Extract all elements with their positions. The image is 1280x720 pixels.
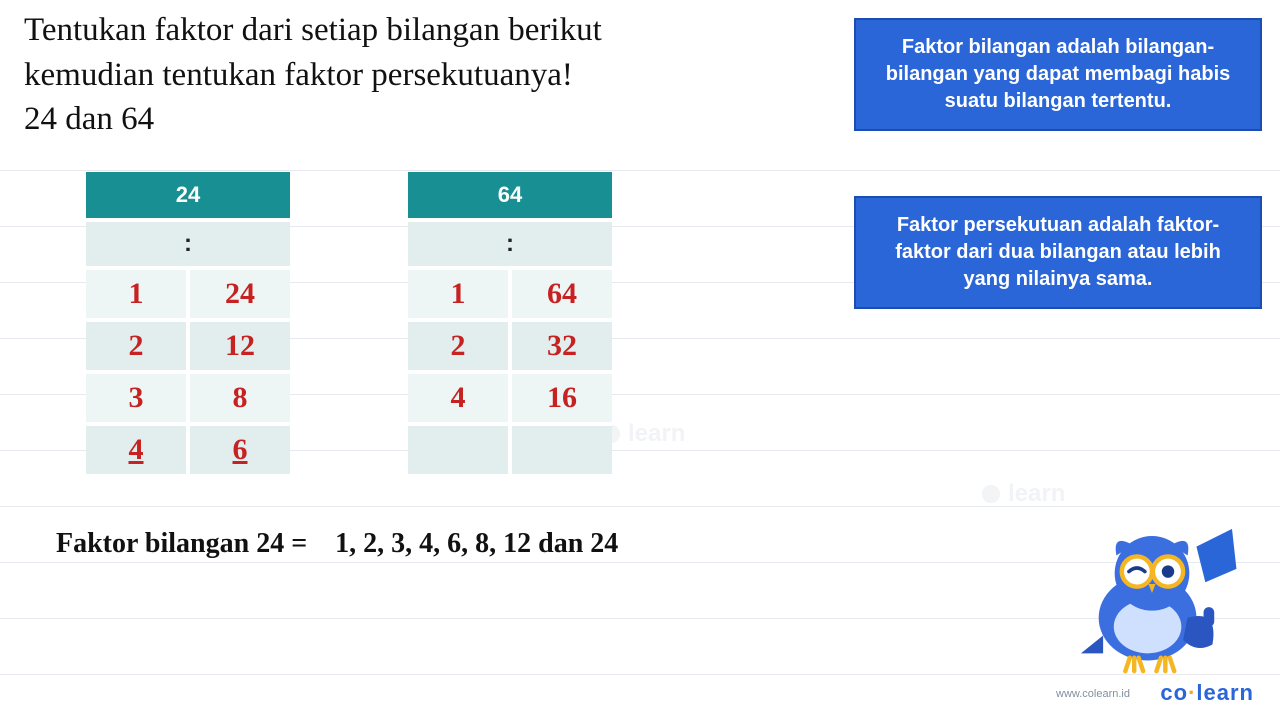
table-header: 24 <box>86 172 290 218</box>
table-row <box>408 422 612 474</box>
mascot-icon <box>1062 520 1242 680</box>
callout-common-factor-definition: Faktor persekutuan adalah faktor-faktor … <box>854 196 1262 309</box>
table-row: 2 32 <box>408 318 612 370</box>
table-row: 3 8 <box>86 370 290 422</box>
question-line1: Tentukan faktor dari setiap bilangan ber… <box>24 12 602 48</box>
brand-post: learn <box>1196 680 1254 705</box>
table-row: 4 16 <box>408 370 612 422</box>
watermark: learn <box>600 420 685 448</box>
factor-table-64: 64 : 1 64 2 32 4 16 <box>408 172 612 474</box>
brand-pre: co <box>1160 680 1188 705</box>
cell-value: 32 <box>547 329 577 363</box>
watermark: learn <box>980 480 1065 508</box>
cell-value: 24 <box>225 277 255 311</box>
cell-value: 16 <box>547 381 577 415</box>
cell-value: 2 <box>129 329 144 363</box>
cell-value: 4 <box>451 381 466 415</box>
table-row: 1 24 <box>86 266 290 318</box>
cell-value: 64 <box>547 277 577 311</box>
table-subheader: : <box>408 218 612 266</box>
cell-value: 12 <box>225 329 255 363</box>
cell-value: 1 <box>451 277 466 311</box>
callout-text: Faktor bilangan adalah bilangan-bilangan… <box>886 36 1231 112</box>
cell-value: 3 <box>129 381 144 415</box>
table-row: 4 6 <box>86 422 290 474</box>
cell-value: 4 <box>129 433 144 467</box>
cell-value: 1 <box>129 277 144 311</box>
answer-label: Faktor bilangan 24 = <box>56 528 307 559</box>
answer-line: Faktor bilangan 24 = 1, 2, 3, 4, 6, 8, 1… <box>56 528 618 560</box>
brand-logo: co·learn <box>1160 680 1254 706</box>
table-subheader: : <box>86 218 290 266</box>
table-row: 2 12 <box>86 318 290 370</box>
cell-value: 2 <box>451 329 466 363</box>
answer-values: 1, 2, 3, 4, 6, 8, 12 dan 24 <box>335 528 618 559</box>
callout-text: Faktor persekutuan adalah faktor-faktor … <box>895 214 1221 290</box>
cell-value: 8 <box>233 381 248 415</box>
table-header: 64 <box>408 172 612 218</box>
callout-factor-definition: Faktor bilangan adalah bilangan-bilangan… <box>854 18 1262 131</box>
cell-value: 6 <box>233 433 248 467</box>
factor-table-24: 24 : 1 24 2 12 3 8 4 6 <box>86 172 290 474</box>
table-row: 1 64 <box>408 266 612 318</box>
brand-site-url: www.colearn.id <box>1056 688 1130 700</box>
